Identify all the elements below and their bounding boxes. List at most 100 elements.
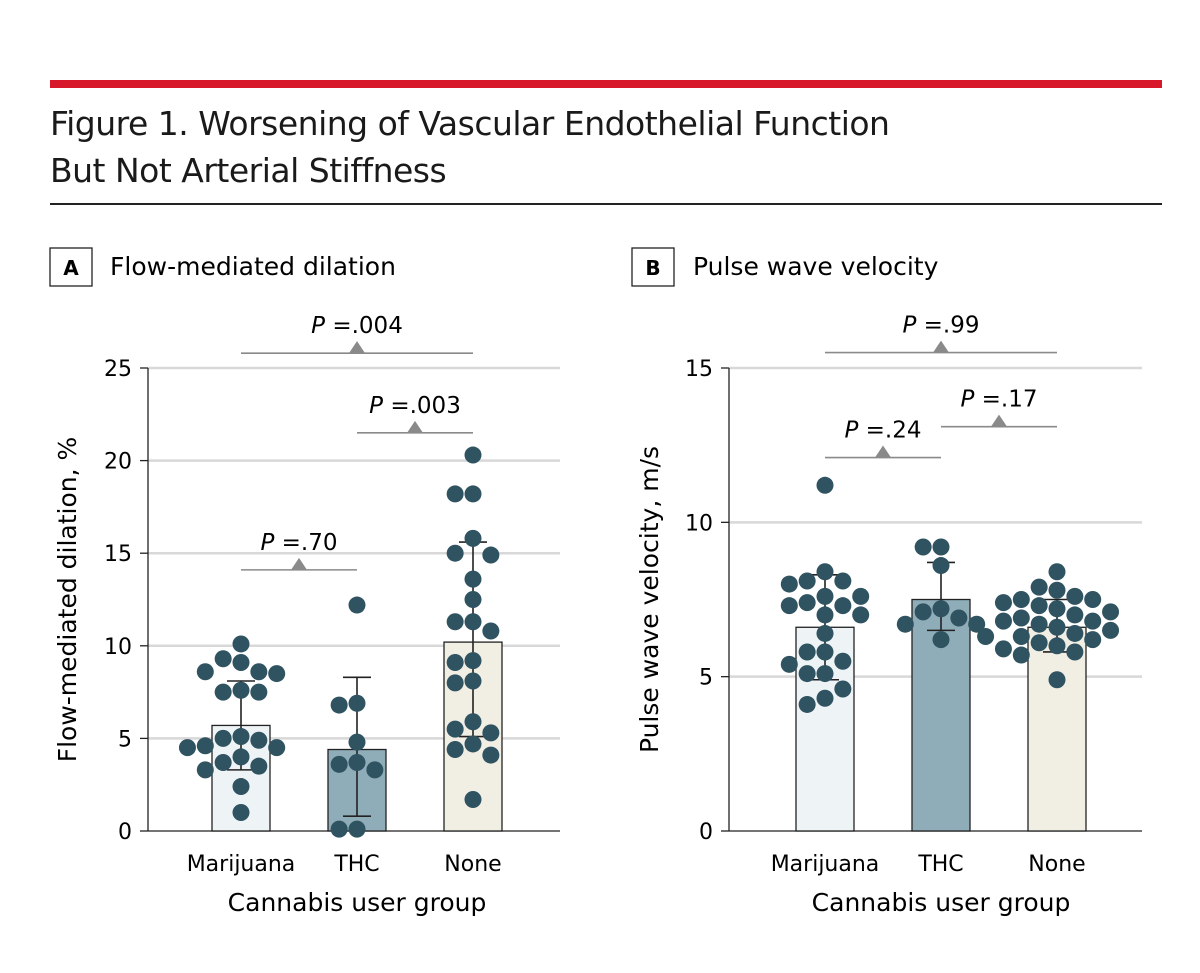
y-tick-label: 10 [104,635,132,660]
data-point [464,485,482,503]
data-point [178,739,196,757]
data-point [1048,618,1066,636]
data-point [834,572,852,590]
data-point [214,729,232,747]
data-point [446,485,464,503]
data-point [816,643,834,661]
data-point [1102,603,1120,621]
y-tick-label: 0 [118,820,132,845]
p-value-label: P =.24 [844,418,921,444]
data-point [1012,628,1030,646]
data-point [816,665,834,683]
x-axis-title: Cannabis user group [228,888,487,917]
y-tick-label: 10 [685,511,713,536]
data-point [464,735,482,753]
data-point [482,724,500,742]
data-point [482,622,500,640]
data-point [1030,578,1048,596]
data-point [330,820,348,838]
data-point [1048,671,1066,689]
data-point [348,694,366,712]
data-point [330,755,348,773]
x-tick-label: Marijuana [771,852,880,877]
data-point [348,596,366,614]
data-point [232,803,250,821]
data-point [1012,609,1030,627]
data-point [348,753,366,771]
y-axis-title: Pulse wave velocity, m/s [635,446,664,753]
data-point [232,748,250,766]
data-point [798,643,816,661]
data-point [1030,634,1048,652]
data-point [464,591,482,608]
y-axis-title: Flow-mediated dilation, % [53,437,82,763]
figure-title: Figure 1. Worsening of Vascular Endothel… [50,100,1162,194]
data-point [366,761,384,779]
data-point [464,672,482,690]
data-point [834,652,852,670]
significance-marker [349,341,365,354]
data-point [994,640,1012,658]
data-point [250,663,268,681]
bar-none [1027,626,1087,832]
data-point [1012,646,1030,664]
data-point [1048,637,1066,655]
data-point [896,615,914,633]
data-point [1048,600,1066,618]
data-point [268,665,286,683]
data-point [1084,631,1102,649]
x-tick-label: THC [917,852,963,877]
data-point [834,597,852,615]
significance-marker [875,445,891,458]
chart-panel-b: B Pulse wave velocity 0 5 10 15 Marijuana THC No… [631,247,1142,917]
data-point [464,652,482,670]
data-point [348,733,366,751]
data-point [816,563,834,581]
figure-title-line-1: Figure 1. Worsening of Vascular Endothel… [50,104,890,143]
data-point [1048,581,1066,599]
data-point [798,572,816,590]
data-point [932,557,950,575]
x-tick-label: None [444,852,501,877]
data-point [914,603,932,621]
header-divider [50,203,1162,205]
panel-label-box [49,247,93,287]
p-value-label: P =.99 [902,313,979,339]
data-point [214,753,232,771]
data-point [446,544,464,562]
y-tick-label: 20 [104,450,132,475]
data-point [232,728,250,746]
data-point [250,731,268,749]
p-value-label: P =.003 [369,393,461,419]
panel-title: Pulse wave velocity [693,252,939,281]
data-point [932,600,950,618]
data-point [932,538,950,556]
data-point [464,570,482,588]
y-tick-label: 15 [685,357,713,382]
data-point [1066,606,1084,624]
panel-letter: A [63,256,79,280]
data-point [994,612,1012,630]
data-point [816,689,834,707]
panel-title: Flow-mediated dilation [110,252,396,281]
data-point [196,663,214,681]
data-point [232,653,250,671]
data-point [914,538,932,556]
p-value-label: P =.17 [960,387,1037,413]
significance-marker [291,557,307,570]
significance-marker [933,340,949,353]
y-tick-label: 5 [699,666,713,691]
data-point [994,594,1012,612]
data-point [196,737,214,755]
data-point [464,613,482,631]
data-point [446,653,464,671]
data-point [798,665,816,683]
data-point [232,778,250,796]
data-point [834,680,852,698]
data-point [1084,591,1102,608]
data-point [446,720,464,738]
data-point [1102,621,1120,639]
data-point [780,597,798,615]
data-point [214,683,232,701]
data-point [446,613,464,631]
